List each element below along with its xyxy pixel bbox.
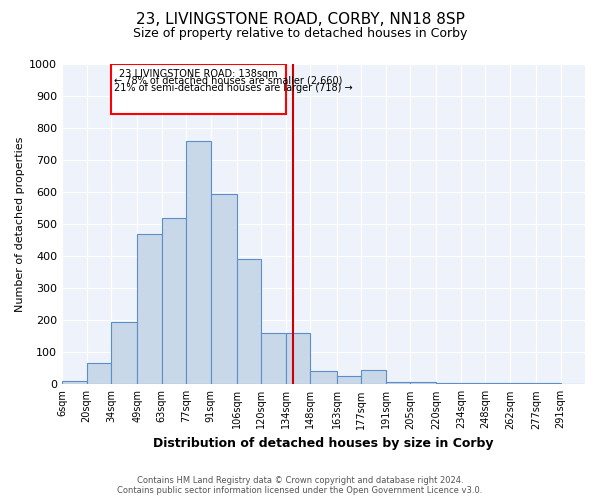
Bar xyxy=(111,322,137,384)
Bar xyxy=(436,382,461,384)
Bar xyxy=(162,218,186,384)
Bar xyxy=(337,376,361,384)
Bar xyxy=(286,333,310,384)
Bar xyxy=(86,364,111,384)
Bar xyxy=(361,370,386,384)
Bar xyxy=(137,234,162,384)
Bar xyxy=(262,333,286,384)
Bar xyxy=(111,64,286,114)
X-axis label: Distribution of detached houses by size in Corby: Distribution of detached houses by size … xyxy=(153,437,494,450)
Bar xyxy=(186,141,211,384)
Bar xyxy=(386,382,410,384)
Bar xyxy=(410,382,436,384)
Bar xyxy=(536,382,560,384)
Text: 23, LIVINGSTONE ROAD, CORBY, NN18 8SP: 23, LIVINGSTONE ROAD, CORBY, NN18 8SP xyxy=(136,12,464,28)
Y-axis label: Number of detached properties: Number of detached properties xyxy=(15,136,25,312)
Bar xyxy=(485,382,510,384)
Bar xyxy=(62,381,86,384)
Bar xyxy=(461,382,485,384)
Bar xyxy=(310,372,337,384)
Text: ← 78% of detached houses are smaller (2,660): ← 78% of detached houses are smaller (2,… xyxy=(115,76,343,86)
Text: 21% of semi-detached houses are larger (718) →: 21% of semi-detached houses are larger (… xyxy=(115,83,353,93)
Text: 23 LIVINGSTONE ROAD: 138sqm: 23 LIVINGSTONE ROAD: 138sqm xyxy=(119,69,278,79)
Text: Contains HM Land Registry data © Crown copyright and database right 2024.
Contai: Contains HM Land Registry data © Crown c… xyxy=(118,476,482,495)
Bar xyxy=(510,382,536,384)
Text: Size of property relative to detached houses in Corby: Size of property relative to detached ho… xyxy=(133,28,467,40)
Bar xyxy=(211,194,237,384)
Bar xyxy=(237,260,262,384)
